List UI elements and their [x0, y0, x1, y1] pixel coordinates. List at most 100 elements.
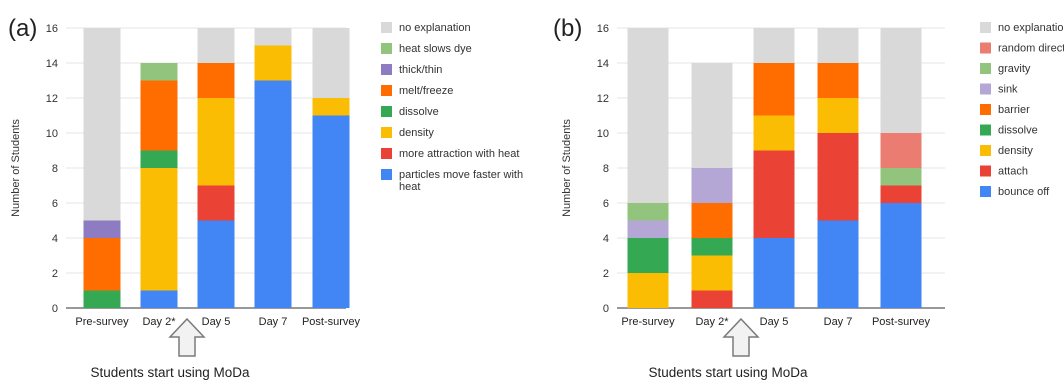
bar-segment-dissolve — [627, 238, 669, 273]
bar-segment-density — [691, 255, 733, 291]
bar-segment-sink — [627, 220, 669, 238]
legend-swatch — [381, 43, 392, 54]
bar-segment-sink — [691, 168, 733, 203]
y-tick-label: 8 — [603, 163, 609, 175]
y-axis-label: Number of Students — [10, 119, 22, 217]
y-tick-label: 8 — [52, 163, 58, 175]
legend-item: gravity — [980, 63, 1031, 75]
bar-segment-attach — [817, 133, 859, 221]
bar-segment-particles-move-faster-with-heat — [140, 290, 178, 308]
y-axis-label: Number of Students — [561, 119, 573, 217]
bar-segment-gravity — [627, 203, 669, 221]
x-tick-label: Day 7 — [259, 316, 288, 328]
x-tick-label: Pre-survey — [75, 316, 129, 328]
bar-segment-bounce-off — [880, 203, 922, 308]
bar-segment-no-explanation — [312, 28, 350, 98]
legend-label: attach — [998, 166, 1028, 178]
y-tick-label: 10 — [597, 128, 609, 140]
bar-segment-thick-thin — [83, 220, 121, 238]
annotation-text: Students start using MoDa — [648, 365, 808, 380]
legend-swatch — [980, 42, 991, 54]
legend-label: barrier — [998, 104, 1030, 116]
legend-swatch — [381, 106, 392, 117]
legend-swatch — [980, 104, 991, 115]
y-tick-label: 12 — [597, 93, 609, 105]
legend-swatch — [381, 169, 392, 180]
legend-label: dissolve — [399, 106, 439, 118]
legend-item: heat slows dye — [381, 43, 472, 55]
legend-item: dissolve — [381, 106, 439, 118]
panel-label: (b) — [553, 15, 582, 42]
bar-segment-melt-freeze — [197, 63, 235, 98]
legend-swatch — [980, 124, 991, 136]
legend-label: dissolve — [998, 125, 1038, 137]
legend-item: bounce off — [980, 186, 1050, 198]
y-tick-label: 4 — [52, 233, 58, 245]
bar-segment-barrier — [691, 203, 733, 238]
legend-swatch — [381, 22, 392, 33]
legend-label: density — [998, 145, 1033, 157]
legend-swatch — [980, 186, 991, 197]
bar-segment-no-explanation — [83, 28, 121, 221]
legend-swatch — [381, 85, 392, 96]
bar-segment-bounce-off — [753, 238, 795, 308]
bar-segment-dissolve — [140, 150, 178, 168]
y-tick-label: 2 — [52, 268, 58, 280]
bar-segment-particles-move-faster-with-heat — [312, 115, 350, 308]
legend-item: no explanation — [980, 22, 1064, 34]
legend-label: melt/freeze — [399, 85, 453, 97]
x-tick-label: Post-survey — [302, 316, 361, 328]
bar-segment-bounce-off — [817, 220, 859, 308]
panel-label: (a) — [8, 15, 37, 42]
x-tick-label: Day 5 — [202, 316, 231, 328]
legend-label: heat slows dye — [399, 43, 472, 55]
bar-segment-barrier — [817, 63, 859, 98]
y-tick-label: 2 — [603, 268, 609, 280]
bar-segment-more-attraction-with-heat — [197, 185, 235, 221]
legend-item: attach — [980, 165, 1028, 178]
legend-label: sink — [998, 84, 1018, 96]
bar-segment-dissolve — [83, 290, 121, 308]
x-tick-label: Pre-survey — [621, 316, 675, 328]
y-tick-label: 12 — [46, 93, 58, 105]
legend-swatch — [980, 63, 991, 74]
y-tick-label: 0 — [52, 303, 58, 315]
annotation-arrow — [722, 317, 760, 357]
legend-item: no explanation — [381, 22, 471, 34]
bar-segment-no-explanation — [880, 28, 922, 133]
x-tick-label: Day 5 — [760, 316, 789, 328]
legend-label: no explanation — [998, 22, 1064, 34]
legend-swatch — [381, 64, 392, 75]
legend-item: more attraction with heat — [381, 148, 519, 160]
bar-segment-random-direction — [880, 133, 922, 168]
legend-item: density — [381, 127, 434, 139]
legend-swatch — [980, 22, 991, 33]
legend-swatch — [381, 127, 392, 138]
legend-label: density — [399, 127, 434, 139]
legend-item: density — [980, 145, 1033, 157]
legend-swatch — [980, 165, 991, 177]
y-tick-label: 16 — [46, 23, 58, 35]
y-tick-label: 14 — [597, 58, 609, 70]
legend-item: thick/thin — [381, 64, 442, 76]
legend-item: barrier — [980, 104, 1030, 116]
bar-segment-density — [312, 98, 350, 116]
legend-item: dissolve — [980, 124, 1038, 137]
bar-segment-barrier — [753, 63, 795, 116]
legend-label: bounce off — [998, 186, 1050, 198]
bar-segment-melt-freeze — [140, 80, 178, 151]
bar-segment-attach — [753, 150, 795, 238]
bar-segment-density — [753, 115, 795, 151]
bar-segment-no-explanation — [627, 28, 669, 203]
bar-segment-no-explanation — [753, 28, 795, 63]
legend-label: gravity — [998, 63, 1031, 75]
bar-segment-heat-slows-dye — [140, 63, 178, 81]
bar-segment-density — [197, 98, 235, 186]
y-tick-label: 6 — [52, 198, 58, 210]
annotation-arrow — [168, 317, 206, 357]
bar-segment-density — [140, 168, 178, 291]
bar-segment-no-explanation — [254, 28, 292, 46]
x-tick-label: Post-survey — [872, 316, 931, 328]
